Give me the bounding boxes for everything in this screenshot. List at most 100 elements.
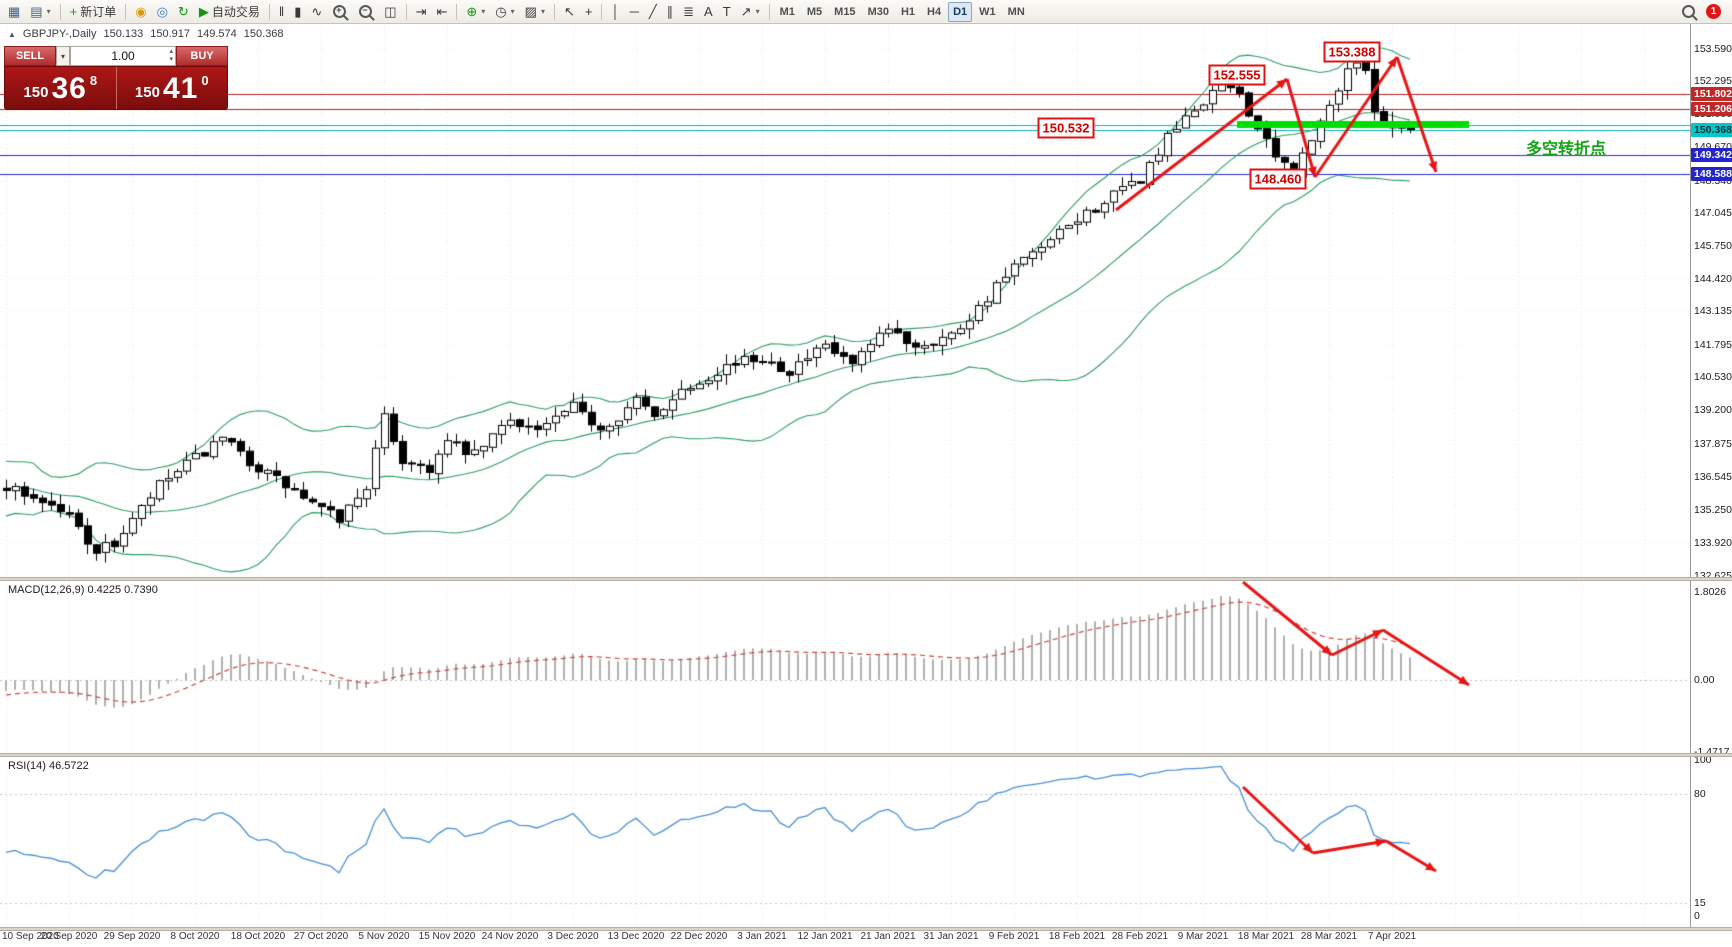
date-axis-label: 12 Jan 2021 (797, 931, 853, 942)
crosshair-button[interactable]: + (581, 1, 597, 23)
price-annotation[interactable]: 150.532 (1037, 117, 1095, 139)
global-variables-button[interactable]: ◎ (153, 1, 172, 23)
horizontal-line-button[interactable]: ─ (626, 1, 643, 23)
trendline-icon: ╱ (648, 4, 657, 19)
equidistant-channel-button[interactable]: ∥ (663, 1, 678, 23)
timeframe-m1-button[interactable]: M1 (779, 5, 795, 18)
sell-button[interactable]: SELL (4, 46, 56, 66)
macd-axis-tick: 1.8026 (1694, 586, 1727, 599)
sell-price-point: 8 (89, 73, 98, 88)
chart-window: ▲ GBPJPY-,Daily 150.133 150.917 149.574 … (0, 24, 1732, 947)
refresh-button[interactable]: ↻ (174, 1, 193, 23)
bar-chart-type-icon: ‖ (278, 4, 285, 19)
timeframe-h1-button[interactable]: H1 (900, 5, 916, 18)
text-button[interactable]: A (700, 1, 717, 23)
toolbar: ▦ ▤ ▾ + 新订单 ◉ ◎ ↻ ▶ 自动交易 ‖ ▮ ∿ + − ◫ ⇥ ⇤ ⊕ ▾ ◷ ▾ ▨ ▾ ↖ + │ ─ ╱ ∥ ≣ A T ↗ ▾… (0, 0, 1732, 24)
chevron-down-icon: ▾ (481, 7, 486, 16)
rsi-axis-tick: 80 (1694, 787, 1706, 800)
price-annotation[interactable]: 153.388 (1323, 41, 1381, 63)
timeframe-m15-button[interactable]: M15 (834, 5, 856, 18)
indicators-button[interactable]: ⊕ ▾ (462, 1, 489, 23)
search-icon[interactable] (1681, 4, 1697, 20)
one-click-menu-caret[interactable]: ▾ (56, 46, 70, 66)
bar-chart-type-button[interactable]: ‖ (275, 1, 288, 23)
volume-input[interactable]: 1.00 ▴ ▾ (70, 46, 176, 66)
timeframe-m30-button[interactable]: M30 (867, 5, 889, 18)
zoom-out-button[interactable]: − (354, 1, 378, 23)
tile-windows-button[interactable]: ◫ (380, 1, 400, 23)
close-value: 150.368 (243, 28, 284, 40)
sell-price-pips: 36 (51, 72, 87, 105)
price-axis-divider (1690, 24, 1691, 929)
autotrading-icon: ▶ (198, 4, 209, 19)
spin-up-icon[interactable]: ▴ (169, 48, 173, 55)
toolbar-separator (601, 3, 603, 20)
candlestick-chart-type-button[interactable]: ▮ (290, 1, 305, 23)
volume-spinner[interactable]: ▴ ▾ (169, 48, 173, 64)
toolbar-separator (553, 3, 555, 20)
timeframe-h4-button[interactable]: H4 (927, 5, 942, 18)
timeframe-mn-button[interactable]: MN (1007, 5, 1025, 18)
templates-button[interactable]: ▨ ▾ (521, 1, 549, 23)
zoom-in-button[interactable]: + (328, 1, 352, 23)
chevron-down-icon: ▾ (46, 7, 51, 16)
chart-profiles-icon: ▤ (30, 4, 43, 19)
macd-pane-separator[interactable] (0, 577, 1732, 581)
date-axis-label: 15 Nov 2020 (418, 931, 476, 942)
buy-price-point: 0 (201, 73, 209, 88)
buy-price-pips: 41 (162, 72, 199, 105)
collapse-icon[interactable]: ▲ (8, 30, 16, 39)
date-axis-label: 3 Dec 2020 (547, 931, 599, 942)
price-axis-tick: 152.295 (1694, 75, 1732, 88)
timeframe-d1-button[interactable]: D1 (948, 1, 973, 22)
spin-down-icon[interactable]: ▾ (169, 56, 173, 63)
date-axis-label: 28 Mar 2021 (1300, 931, 1358, 942)
line-chart-type-button[interactable]: ∿ (307, 1, 326, 23)
chart-profiles-button[interactable]: ▤ ▾ (26, 1, 54, 23)
price-axis-tick: 147.045 (1694, 207, 1732, 220)
timeframe-w1-button[interactable]: W1 (979, 5, 996, 18)
periods-button[interactable]: ◷ ▾ (491, 1, 518, 23)
new-chart-button[interactable]: ▦ (4, 1, 24, 23)
horizontal-line-icon: ─ (629, 4, 639, 19)
text-label-button[interactable]: T (719, 1, 735, 23)
autotrading-button[interactable]: ▶ 自动交易 (195, 1, 264, 23)
fibonacci-icon: ≣ (683, 4, 695, 19)
timeframe-m5-button[interactable]: M5 (806, 5, 823, 18)
toolbar-separator (59, 3, 61, 20)
date-axis-label: 9 Mar 2021 (1177, 931, 1229, 942)
date-axis-separator[interactable] (0, 927, 1732, 931)
price-annotation[interactable]: 152.555 (1208, 64, 1266, 86)
price-chart-canvas[interactable] (0, 24, 1690, 929)
fibonacci-button[interactable]: ≣ (679, 1, 698, 23)
indicators-icon: ⊕ (466, 4, 478, 19)
turning-point-label[interactable]: 多空转折点 (1525, 141, 1607, 158)
rsi-pane-separator[interactable] (0, 753, 1732, 757)
arrows-tool-button[interactable]: ↗ ▾ (737, 1, 764, 23)
chevron-down-icon: ▾ (755, 7, 760, 16)
chart-shift-icon: ⇤ (436, 4, 448, 19)
date-axis-label: 20 Sep 2020 (40, 931, 98, 942)
price-axis-tick: 135.250 (1694, 503, 1732, 516)
chevron-down-icon: ▾ (510, 7, 515, 16)
date-axis-label: 24 Nov 2020 (481, 931, 539, 942)
sell-price-display[interactable]: 150 36 8 (5, 67, 116, 109)
chart-shift-button[interactable]: ⇤ (432, 1, 451, 23)
price-annotation[interactable]: 148.460 (1249, 168, 1307, 190)
cursor-button[interactable]: ↖ (560, 1, 579, 23)
trendline-button[interactable]: ╱ (645, 1, 661, 23)
toolbar-right: 1 (1681, 4, 1729, 20)
buy-button[interactable]: BUY (176, 46, 228, 66)
timeframe-toolbar: M1 M5 M15 M30 H1 H4 D1 W1 MN (774, 1, 1031, 22)
candlestick-chart-type-icon: ▮ (294, 4, 302, 19)
line-chart-type-icon: ∿ (311, 4, 323, 19)
new-order-button[interactable]: + 新订单 (66, 1, 121, 23)
text-icon: A (704, 4, 713, 19)
history-center-button[interactable]: ◉ (131, 1, 150, 23)
buy-price-display[interactable]: 150 41 0 (115, 67, 228, 109)
notification-badge[interactable]: 1 (1706, 4, 1721, 19)
sell-price-base: 150 (23, 84, 49, 101)
auto-scroll-button[interactable]: ⇥ (412, 1, 431, 23)
vertical-line-button[interactable]: │ (607, 1, 623, 23)
